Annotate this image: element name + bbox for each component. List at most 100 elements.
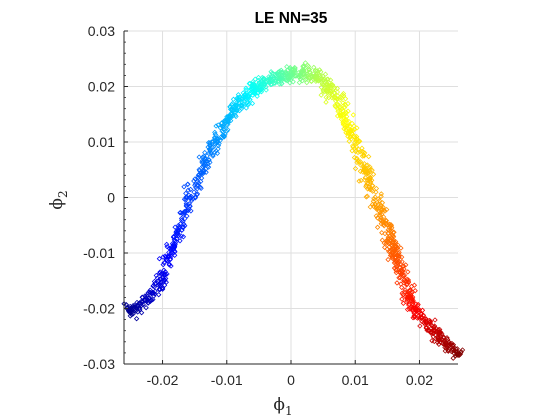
scatter-point [342,96,349,102]
scatter-point [424,319,430,326]
scatter-point [405,269,411,275]
scatter-point [243,101,249,107]
scatter-point [397,269,403,275]
scatter-point [130,302,136,309]
scatter-point [186,201,192,207]
scatter-point [414,315,421,321]
scatter-point [249,100,256,107]
x-tick-label: -0.01 [211,372,243,388]
scatter-point [284,64,290,70]
scatter-point [428,328,434,335]
scatter-point [329,92,336,98]
scatter-point [138,310,145,316]
scatter-point [392,246,399,253]
scatter-point [164,241,170,248]
scatter-point [411,282,418,288]
scatter-point [198,185,204,191]
scatter-point [419,318,425,325]
scatter-point [275,69,282,76]
scatter-point [296,79,303,86]
scatter-point [327,85,333,91]
scatter-point [379,230,385,236]
scatter-point [344,113,350,120]
scatter-point [323,78,329,84]
scatter-point [390,233,396,239]
scatter-point [384,222,390,228]
scatter-point [306,69,313,76]
scatter-point [177,221,184,227]
scatter-point [405,289,411,295]
scatter-point [363,184,369,190]
scatter-point [312,76,319,82]
scatter-point [183,203,190,209]
scatter-point [392,259,398,265]
scatter-point [367,174,373,181]
scatter-point [207,141,213,147]
scatter-point [251,89,257,96]
scatter-point [260,75,267,81]
scatter-point [181,208,188,215]
scatter-point [166,253,173,260]
scatter-point [443,342,449,348]
scatter-point [383,240,389,246]
scatter-point [173,230,180,237]
scatter-point [176,225,182,231]
scatter-point [399,290,405,296]
scatter-point [324,82,331,88]
scatter-point [197,184,203,190]
scatter-point [302,60,309,66]
scatter-point [389,225,395,231]
scatter-point [398,281,404,287]
scatter-point [347,134,353,140]
scatter-point [247,80,253,87]
scatter-point [205,144,211,150]
y-axis-label-sub: 2 [56,190,70,198]
scatter-point [156,292,162,298]
scatter-point [171,244,177,251]
x-tick-label: 0.02 [406,372,433,388]
scatter-point [360,149,367,155]
scatter-point [437,330,443,337]
scatter-point [413,306,419,312]
scatter-point [269,81,275,87]
scatter-point [214,150,221,156]
scatter-point [343,117,350,123]
scatter-point [158,279,164,285]
x-axis-label: ϕ1 [273,395,292,418]
scatter-point [321,86,327,93]
x-tick-label: -0.02 [147,372,179,388]
scatter-point [349,120,355,127]
y-tick-label: -0.01 [83,245,115,261]
scatter-point [371,196,377,202]
scatter-point [194,186,200,192]
scatter-point [275,78,281,84]
scatter-point [423,325,429,331]
scatter-point [175,227,181,233]
svg-text:ϕ2: ϕ2 [47,190,70,209]
scatter-point [238,102,245,109]
scatter-point [170,246,177,252]
scatter-point [345,120,351,126]
y-tick-label: 0 [107,190,115,206]
scatter-point [218,134,224,140]
scatter-point [364,162,371,168]
scatter-point [213,132,219,139]
scatter-point [340,90,347,97]
scatter-point [372,201,378,208]
scatter-point [420,312,426,318]
scatter-point [337,112,344,118]
scatter-point [263,87,269,93]
scatter-point [367,169,373,175]
scatter-point [215,122,221,128]
scatter-point [392,240,399,247]
scatter-point [151,290,157,296]
scatter-point [370,188,376,194]
scatter-point [128,306,135,312]
scatter-point [261,80,268,87]
scatter-point [188,193,194,200]
scatter-point [179,227,185,233]
scatter-point [220,129,226,135]
scatter-point [436,337,443,344]
scatter-point [426,328,432,334]
scatter-point [233,100,239,106]
